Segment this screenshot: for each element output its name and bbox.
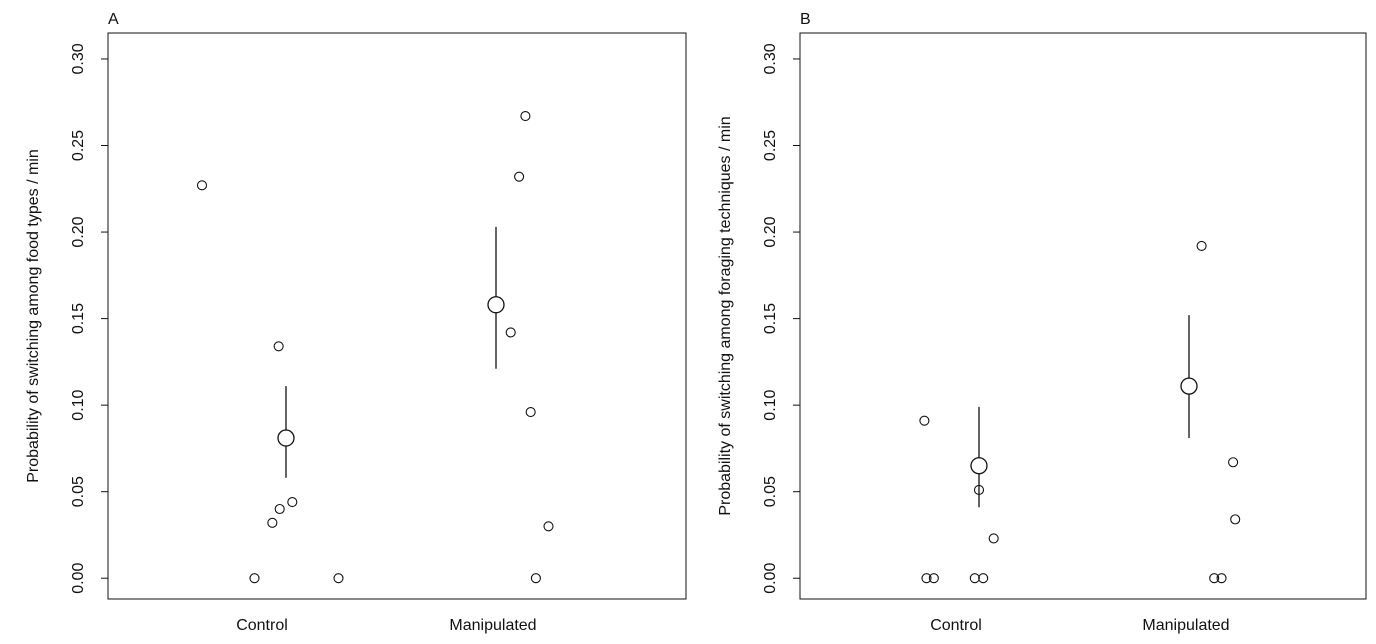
panel-b-data-point xyxy=(921,573,932,584)
panel-b-y-tick-label: 0.10 xyxy=(762,389,779,420)
panel-a-y-axis-label: Probability of switching among food type… xyxy=(25,149,42,483)
panel-b: B Probability of switching among foragin… xyxy=(717,11,1367,634)
panel-b-marks xyxy=(919,240,1241,584)
panel-b-y-tick-label: 0.00 xyxy=(762,563,779,594)
panel-a-y-tick-label: 0.30 xyxy=(70,43,87,74)
panel-a-y-axis: 0.00 0.05 0.10 0.15 0.20 0.25 0.30 xyxy=(70,43,108,594)
panel-b-x-tick-label-manipulated: Manipulated xyxy=(1142,617,1229,634)
panel-a-label: A xyxy=(108,11,119,28)
panel-a-data-point xyxy=(505,327,516,338)
panel-a-y-tick-label: 0.20 xyxy=(70,216,87,247)
panel-b-y-axis: 0.00 0.05 0.10 0.15 0.20 0.25 0.30 xyxy=(762,43,800,594)
panel-b-label: B xyxy=(800,11,811,28)
panel-b-data-point xyxy=(1196,240,1207,251)
panel-a-y-tick-label: 0.25 xyxy=(70,130,87,161)
panel-a-x-tick-label-manipulated: Manipulated xyxy=(449,617,536,634)
panel-b-y-tick-label: 0.30 xyxy=(762,43,779,74)
panel-b-data-point xyxy=(969,573,980,584)
panel-a-y-tick-label: 0.00 xyxy=(70,563,87,594)
panel-a-data-point xyxy=(274,503,285,515)
panel-a-marks xyxy=(196,111,554,584)
panel-b-y-axis-label: Probability of switching among foraging … xyxy=(717,116,734,515)
panel-b-data-point xyxy=(1209,573,1220,584)
panel-a-data-point xyxy=(287,497,298,508)
panel-a-plot-frame xyxy=(107,32,687,600)
panel-b-x-tick-label-control: Control xyxy=(930,617,982,634)
panel-a-group-mean-marker xyxy=(277,429,295,447)
panel-a-y-tick-label: 0.10 xyxy=(70,389,87,420)
panel-b-group-mean-marker xyxy=(1180,377,1198,395)
panel-a-y-tick-label: 0.05 xyxy=(70,476,87,507)
panel-b-data-point xyxy=(1216,573,1227,584)
panel-b-y-tick-label: 0.15 xyxy=(762,303,779,334)
panel-a-data-point xyxy=(196,180,208,191)
panel-a-data-point xyxy=(267,517,278,528)
panel-b-data-point xyxy=(1228,457,1239,468)
panel-a-x-tick-label-control: Control xyxy=(236,617,288,634)
panel-b-data-point xyxy=(978,573,989,584)
panel-b-data-point xyxy=(1230,514,1241,525)
panel-b-y-tick-label: 0.25 xyxy=(762,130,779,161)
panel-a-data-point xyxy=(530,573,541,584)
panel-a-group-mean-marker xyxy=(487,296,505,314)
panel-b-data-point xyxy=(988,533,999,544)
panel-a-data-point xyxy=(273,341,284,352)
panel-b-y-tick-label: 0.20 xyxy=(762,216,779,247)
panel-a: A Probability of switching among food ty… xyxy=(25,11,687,634)
panel-b-data-point xyxy=(928,573,939,584)
panel-b-group-mean-marker xyxy=(970,457,988,475)
panel-b-data-point xyxy=(919,415,930,426)
panel-a-data-point xyxy=(249,573,260,584)
panel-a-data-point xyxy=(525,407,536,418)
panel-a-data-point xyxy=(333,573,344,584)
panel-a-data-point xyxy=(520,111,531,122)
panel-b-plot-frame xyxy=(799,32,1367,600)
panel-a-data-point xyxy=(514,171,525,182)
panel-a-data-point xyxy=(543,521,554,532)
panel-b-y-tick-label: 0.05 xyxy=(762,476,779,507)
panel-a-y-tick-label: 0.15 xyxy=(70,303,87,334)
